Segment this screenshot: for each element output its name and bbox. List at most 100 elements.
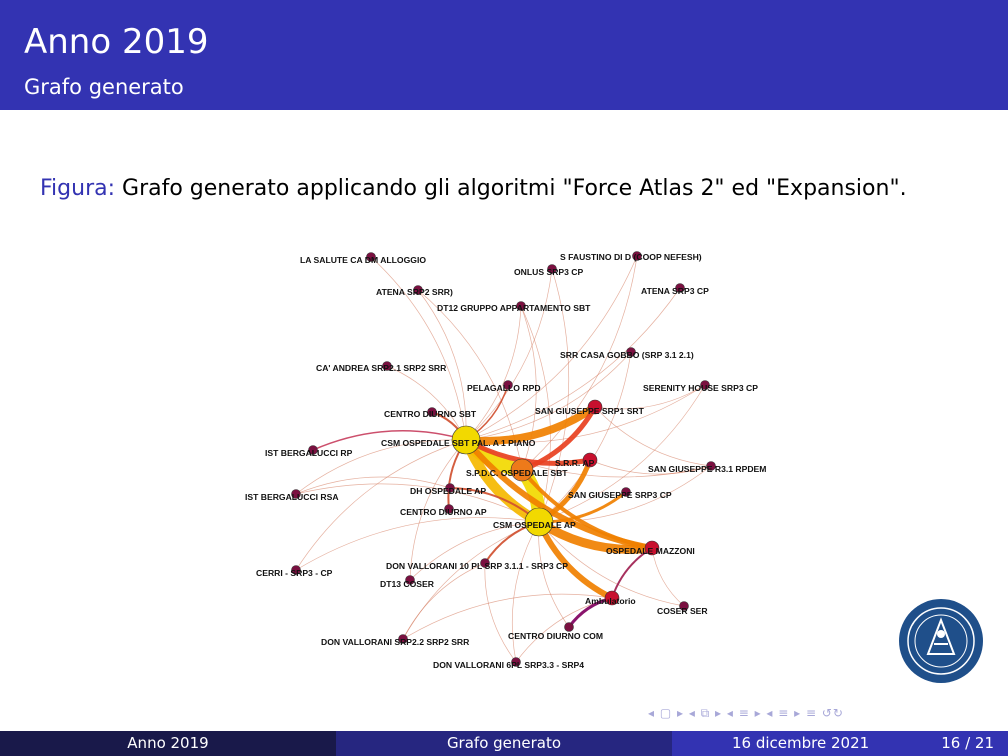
graph-node-label: S FAUSTINO DI D (COOP NEFESH) xyxy=(560,252,702,262)
graph-node: S.P.D.C. OSPEDALE SBT xyxy=(466,458,568,482)
graph-node-circle xyxy=(413,285,423,295)
graph-edge xyxy=(295,517,540,571)
graph-edge xyxy=(370,256,467,441)
graph-node-label: CENTRO DIURNO SBT xyxy=(384,409,477,419)
graph-node-label: IST BERGALUCCI RP xyxy=(265,448,353,458)
graph-node-label: CSM OSPEDALE AP xyxy=(493,520,576,530)
graph-node-label: IST BERGALUCCI RSA xyxy=(245,492,339,502)
graph-node-label: DON VALLORANI 6PL SRP3.3 - SRP4 xyxy=(433,660,584,670)
graph-node-circle xyxy=(587,399,603,415)
footer-left: Anno 2019 xyxy=(0,731,336,756)
graph-edge xyxy=(594,406,712,467)
graph-node-label: ATENA SRP2 SRR) xyxy=(376,287,453,297)
graph-edge xyxy=(295,439,467,571)
graph-node: SAN GIUSEPPE SRP3 CP xyxy=(568,487,672,500)
graph-node-label: LA SALUTE CA DM ALLOGGIO xyxy=(300,255,426,265)
header-bar: Anno 2019 Grafo generato xyxy=(0,0,1008,110)
graph-node-circle xyxy=(480,558,490,568)
graph-edge xyxy=(417,289,467,441)
graph-node: DH OSPEDALE AP xyxy=(410,483,486,496)
graph-node: DON VALLORANI 6PL SRP3.3 - SRP4 xyxy=(433,657,584,670)
graph-node: CENTRO DIURNO SBT xyxy=(384,407,477,419)
graph-node-label: ONLUS SRP3 CP xyxy=(514,267,584,277)
graph-edge xyxy=(521,255,638,471)
beamer-navigation[interactable]: ◂ ▢ ▸ ◂ ⧉ ▸ ◂ ≡ ▸ ◂ ≡ ▸ ≡ ↺↻ xyxy=(648,706,844,720)
graph-edge xyxy=(465,287,681,441)
graph-edge xyxy=(515,597,613,663)
graph-edge xyxy=(409,439,467,581)
graph-edge xyxy=(465,268,553,441)
graph-edges xyxy=(295,255,712,663)
graph-edge xyxy=(520,305,537,471)
graph-node: CSM OSPEDALE SBT PAL. A 1 PIANO xyxy=(381,425,536,455)
graph-node: LA SALUTE CA DM ALLOGGIO xyxy=(300,252,426,265)
graph-node: S FAUSTINO DI D (COOP NEFESH) xyxy=(560,251,702,262)
graph-node-label: SAN GIUSEPPE R3.1 RPDEM xyxy=(648,464,766,474)
graph-node-label: DH OSPEDALE AP xyxy=(410,486,486,496)
graph-node: DON VALLORANI SRP2.2 SRP2 SRR xyxy=(321,634,470,647)
page-subtitle: Grafo generato xyxy=(24,75,184,99)
graph-node-circle xyxy=(291,565,301,575)
graph-node-circle xyxy=(675,283,685,293)
graph-node-label: CENTRO DIURNO AP xyxy=(400,507,487,517)
graph-edge xyxy=(312,430,467,451)
graph-node-circle xyxy=(366,252,376,262)
graph-node-circle xyxy=(451,425,481,455)
graph-node-circle xyxy=(398,634,408,644)
graph-node-circle xyxy=(524,507,554,537)
graph-node-label: DT12 GRUPPO APPARTAMENTO SBT xyxy=(437,303,591,313)
graph-node-circle xyxy=(291,489,301,499)
footer-page-number: 16 / 21 xyxy=(941,734,994,752)
graph-node-label: DON VALLORANI SRP2.2 SRP2 SRR xyxy=(321,637,470,647)
graph-node-circle xyxy=(427,407,437,417)
graph-node: SRR CASA GOBBO (SRP 3.1 2.1) xyxy=(560,347,694,360)
caption-label: Figura: xyxy=(40,176,116,201)
graph-node-circle xyxy=(444,504,454,514)
graph-node-label: S.P.D.C. OSPEDALE SBT xyxy=(466,468,568,478)
graph-node-label: DON VALLORANI 10 PL SRP 3.1.1 - SRP3 CP xyxy=(386,561,568,571)
graph-node: PELAGALLO RPD xyxy=(467,380,541,393)
footer-center: Grafo generato xyxy=(336,731,672,756)
graph-node: COSER SER xyxy=(657,601,708,616)
graph-edge xyxy=(589,459,712,475)
graph-node-circle xyxy=(626,347,636,357)
footer-bar: Anno 2019 Grafo generato 16 dicembre 202… xyxy=(0,731,1008,756)
graph-edge xyxy=(465,255,638,441)
footer-date: 16 dicembre 2021 xyxy=(732,734,870,752)
graph-edge xyxy=(538,521,685,607)
graph-node-circle xyxy=(516,301,526,311)
graph-node: CENTRO DIURNO COM xyxy=(508,622,603,641)
graph-node-label: CENTRO DIURNO COM xyxy=(508,631,603,641)
graph-edge xyxy=(295,483,540,523)
figure-caption: Figura: Grafo generato applicando gli al… xyxy=(40,176,907,201)
graph-edge xyxy=(465,403,598,445)
graph-node: SERENITY HOUSE SRP3 CP xyxy=(643,380,758,393)
graph-edge xyxy=(295,476,451,495)
graph-node-circle xyxy=(308,445,318,455)
graph-node: S.R.R. AP xyxy=(555,452,598,468)
graph-node: CERRI - SRP3 - CP xyxy=(256,565,333,578)
graph-node-label: SERENITY HOUSE SRP3 CP xyxy=(643,383,758,393)
graph-edge xyxy=(409,521,540,581)
graph-edge xyxy=(402,593,613,640)
graph-node-circle xyxy=(679,601,689,611)
graph-node-label: S.R.R. AP xyxy=(555,458,595,468)
graph-node-circle xyxy=(604,590,620,606)
graph-edge xyxy=(417,289,523,471)
graph-node-label: CA' ANDREA SRP2.1 SRP2 SRR xyxy=(316,363,447,373)
graph-node: Ambulatorio xyxy=(585,590,636,606)
graph-edge xyxy=(538,268,570,523)
graph-node-circle xyxy=(564,622,574,632)
graph-node: CENTRO DIURNO AP xyxy=(400,504,487,517)
graph-node-circle xyxy=(582,452,598,468)
graph-edge xyxy=(386,365,467,441)
graph-edge xyxy=(511,521,540,663)
footer-right: 16 dicembre 2021 16 / 21 xyxy=(672,731,1008,756)
graph-node-circle xyxy=(547,264,557,274)
graph-node-circle xyxy=(445,483,455,493)
graph-node: CA' ANDREA SRP2.1 SRP2 SRR xyxy=(316,361,447,373)
graph-node-circle xyxy=(621,487,631,497)
graph-node: ONLUS SRP3 CP xyxy=(514,264,584,277)
graph-nodes: LA SALUTE CA DM ALLOGGIO S FAUSTINO DI D … xyxy=(245,251,766,670)
network-graph: LA SALUTE CA DM ALLOGGIO S FAUSTINO DI D … xyxy=(245,251,766,670)
